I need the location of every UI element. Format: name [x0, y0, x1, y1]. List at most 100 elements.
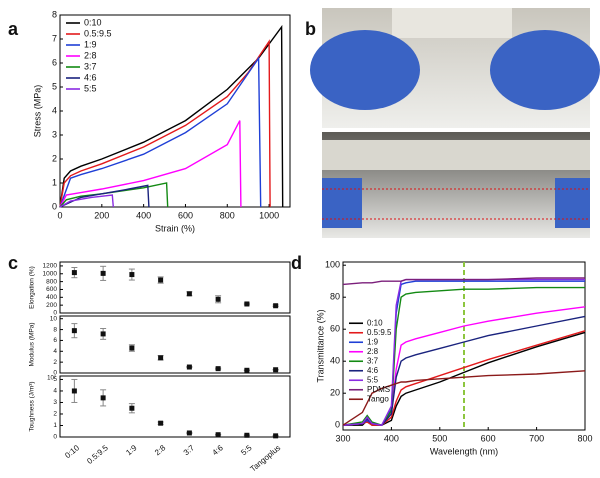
x-tick-label: 400 — [136, 210, 151, 220]
x-tick-label: 800 — [577, 433, 592, 443]
y-axis-label: Toughness (J/m³) — [29, 381, 36, 431]
y-tick-label: 8 — [52, 9, 57, 19]
y-tick-label: 0 — [53, 434, 57, 441]
y-tick-label: 8 — [53, 326, 57, 333]
x-tick-label: 700 — [529, 433, 544, 443]
y-tick-label: 3 — [53, 399, 57, 406]
y-tick-label: 2 — [53, 411, 57, 418]
series-line — [342, 286, 585, 427]
point — [158, 420, 164, 426]
point — [186, 430, 192, 436]
x-tick-label: 2:8 — [153, 443, 168, 457]
y-axis-label: Stress (MPa) — [32, 85, 42, 138]
x-tick-label: 1:9 — [124, 443, 139, 457]
legend-label: 4:6 — [367, 366, 379, 375]
y-tick-label: 1 — [53, 422, 57, 429]
y-tick-label: 0 — [53, 310, 57, 317]
legend-label: 0:10 — [84, 17, 102, 27]
legend-label: 3:7 — [367, 356, 379, 365]
y-tick-label: 40 — [330, 356, 340, 366]
point — [71, 270, 77, 276]
ruler — [322, 140, 590, 170]
plot-frame — [59, 315, 291, 374]
y-tick-label: 600 — [46, 286, 57, 293]
series-line — [59, 55, 262, 208]
point — [100, 270, 106, 276]
legend-label: 1:9 — [84, 39, 97, 49]
glove — [310, 30, 420, 110]
y-axis-label: Elongation (%) — [29, 266, 36, 309]
point — [129, 405, 135, 411]
x-tick-label: Tangoplus — [249, 443, 283, 473]
legend-label: 5:5 — [367, 375, 379, 384]
panel-label: d — [291, 253, 302, 273]
plot-frame — [59, 261, 291, 314]
legend-label: 4:6 — [84, 72, 97, 82]
y-tick-label: 3 — [52, 129, 57, 139]
y-tick-label: 4 — [52, 105, 57, 115]
y-tick-label: 100 — [325, 260, 340, 270]
legend-label: 5:5 — [84, 83, 97, 93]
legend-label: 0.5:9.5 — [367, 328, 392, 337]
y-tick-label: 0 — [53, 370, 57, 377]
point — [273, 367, 279, 373]
series-line — [59, 194, 114, 208]
panel-label: c — [8, 253, 18, 273]
y-tick-label: 7 — [52, 33, 57, 43]
y-tick-label: 0 — [335, 420, 340, 430]
panel-label: b — [305, 19, 316, 39]
y-axis-label: Transmittance (%) — [315, 309, 325, 382]
point — [129, 272, 135, 278]
panel-label: a — [8, 19, 19, 39]
y-tick-label: 1000 — [43, 270, 58, 277]
ruler — [392, 8, 512, 38]
glove — [322, 178, 362, 228]
point — [215, 366, 221, 372]
series-line — [59, 184, 150, 208]
legend-label: 2:8 — [84, 50, 97, 60]
legend-label: 0:10 — [367, 318, 383, 327]
x-axis-label: Wavelength (nm) — [430, 446, 498, 456]
y-tick-label: 5 — [53, 376, 57, 383]
point — [186, 291, 192, 297]
x-tick-label: 300 — [335, 433, 350, 443]
y-tick-label: 2 — [53, 359, 57, 366]
y-tick-label: 60 — [330, 324, 340, 334]
y-tick-label: 10 — [50, 315, 58, 322]
point — [100, 395, 106, 401]
axis-multiplier: 10⁷ — [47, 375, 56, 382]
legend-label: 1:9 — [367, 337, 379, 346]
point — [100, 331, 106, 337]
series-line — [59, 24, 284, 208]
series-line — [342, 370, 586, 426]
series-line — [59, 120, 242, 208]
x-tick-label: 200 — [94, 210, 109, 220]
x-tick-label: 4:6 — [210, 443, 225, 457]
y-tick-label: 200 — [46, 302, 57, 309]
point — [244, 432, 250, 438]
point — [244, 367, 250, 373]
y-tick-label: 4 — [53, 388, 57, 395]
y-tick-label: 1200 — [43, 263, 58, 270]
glove — [490, 30, 600, 110]
x-tick-label: 400 — [384, 433, 399, 443]
point — [244, 301, 250, 307]
point — [186, 364, 192, 370]
point — [71, 388, 77, 394]
y-tick-label: 80 — [330, 292, 340, 302]
y-tick-label: 400 — [46, 294, 57, 301]
y-tick-label: 6 — [53, 337, 57, 344]
x-tick-label: 0 — [57, 210, 62, 220]
y-tick-label: 1 — [52, 177, 57, 187]
y-tick-label: 4 — [53, 348, 57, 355]
x-tick-label: 3:7 — [182, 443, 197, 457]
point — [215, 296, 221, 302]
x-tick-label: 1000 — [259, 210, 279, 220]
legend-label: 3:7 — [84, 61, 97, 71]
series-line — [342, 277, 585, 286]
plot-frame — [59, 375, 291, 438]
point — [273, 303, 279, 309]
point — [158, 277, 164, 283]
y-tick-label: 5 — [52, 81, 57, 91]
